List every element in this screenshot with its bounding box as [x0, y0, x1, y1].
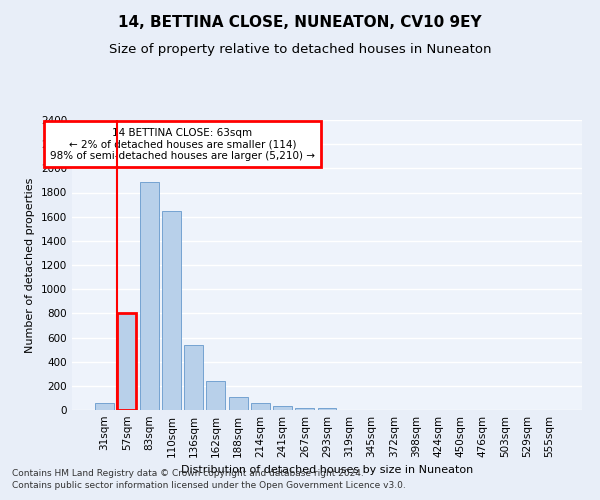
Y-axis label: Number of detached properties: Number of detached properties — [25, 178, 35, 352]
Bar — [295, 408, 314, 410]
Text: 14, BETTINA CLOSE, NUNEATON, CV10 9EY: 14, BETTINA CLOSE, NUNEATON, CV10 9EY — [118, 15, 482, 30]
Bar — [162, 210, 181, 410]
Bar — [184, 346, 203, 410]
Text: Contains public sector information licensed under the Open Government Licence v3: Contains public sector information licen… — [12, 481, 406, 490]
Text: Size of property relative to detached houses in Nuneaton: Size of property relative to detached ho… — [109, 42, 491, 56]
X-axis label: Distribution of detached houses by size in Nuneaton: Distribution of detached houses by size … — [181, 466, 473, 475]
Bar — [206, 381, 225, 410]
Bar — [95, 404, 114, 410]
Bar — [251, 404, 270, 410]
Text: 14 BETTINA CLOSE: 63sqm
← 2% of detached houses are smaller (114)
98% of semi-de: 14 BETTINA CLOSE: 63sqm ← 2% of detached… — [50, 128, 315, 161]
Bar — [229, 396, 248, 410]
Text: Contains HM Land Registry data © Crown copyright and database right 2024.: Contains HM Land Registry data © Crown c… — [12, 468, 364, 477]
Bar — [317, 408, 337, 410]
Bar — [118, 314, 136, 410]
Bar — [273, 406, 292, 410]
Bar — [140, 182, 158, 410]
